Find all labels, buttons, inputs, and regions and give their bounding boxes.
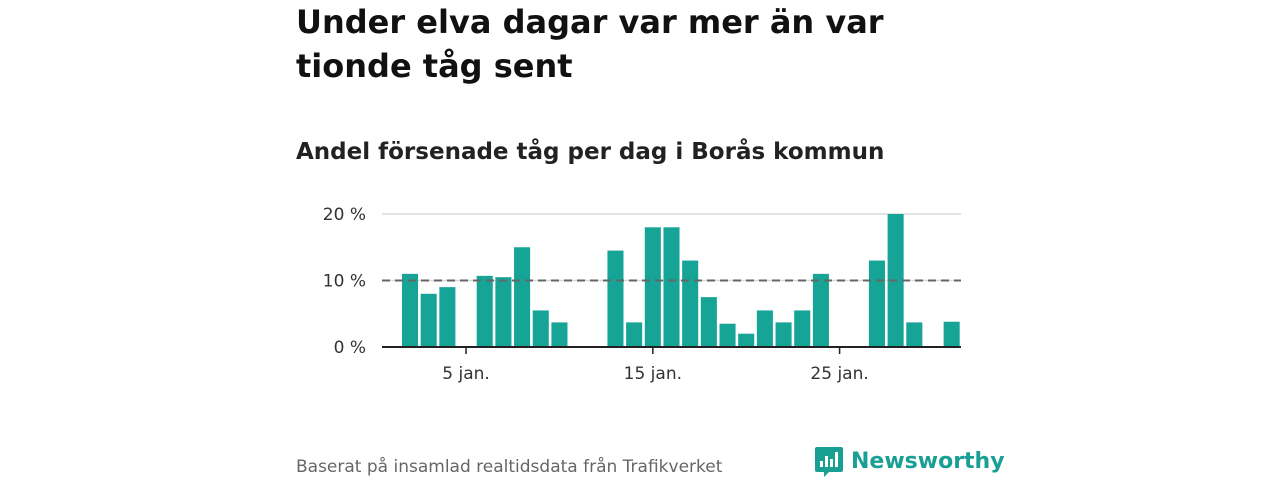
bar [719, 323, 736, 347]
bar-chart-logo-icon [815, 447, 843, 477]
x-tick-label: 25 jan. [810, 364, 868, 384]
bar [812, 273, 829, 347]
source-note: Baserat på insamlad realtidsdata från Tr… [296, 457, 723, 477]
bar [401, 273, 419, 347]
bar [626, 322, 643, 347]
brand-name: Newsworthy [851, 449, 1005, 474]
bar [644, 227, 661, 347]
bar [868, 260, 885, 347]
brand-logo: Newsworthy [814, 446, 1005, 478]
bar [607, 250, 624, 347]
x-tick-label: 15 jan. [624, 364, 682, 384]
bar [551, 322, 568, 347]
bar [495, 277, 512, 347]
chart-title: Under elva dagar var mer än var tionde t… [296, 3, 884, 85]
bar [682, 260, 699, 347]
y-tick-label: 20 % [323, 205, 366, 225]
bar [420, 293, 437, 347]
bar [439, 287, 456, 347]
x-tick-label: 5 jan. [442, 364, 490, 384]
chart-subtitle: Andel försenade tåg per dag i Borås komm… [296, 139, 885, 165]
y-tick-label: 0 % [334, 338, 366, 358]
bar [794, 310, 811, 347]
bar [532, 310, 549, 347]
bar [738, 333, 755, 347]
bar [514, 247, 531, 347]
bar [663, 227, 680, 347]
bar [775, 322, 792, 347]
y-tick-label: 10 % [323, 272, 366, 292]
bar [476, 275, 493, 347]
bar [943, 321, 960, 347]
bar [906, 322, 923, 347]
bar [756, 310, 773, 347]
bar [700, 297, 717, 347]
